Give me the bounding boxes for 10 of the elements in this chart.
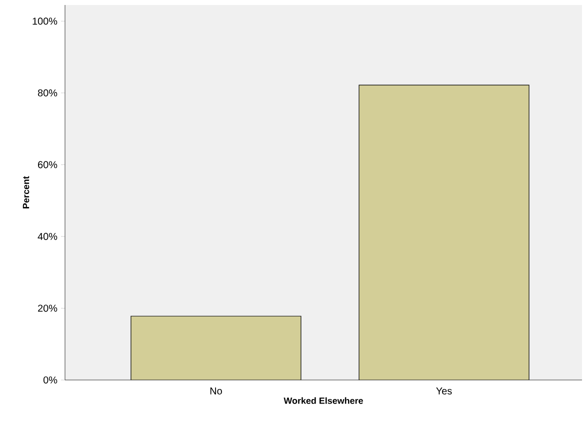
y-tick-label: 40% bbox=[38, 232, 58, 240]
x-tick-label: No bbox=[210, 388, 222, 394]
y-tick-label: 60% bbox=[38, 161, 58, 168]
x-tick-label: Yes bbox=[436, 388, 452, 394]
y-tick-label: 20% bbox=[38, 304, 58, 312]
y-tick-label: 100% bbox=[32, 18, 58, 25]
x-axis-title: Worked Elsewhere bbox=[284, 397, 363, 404]
y-tick-label: 80% bbox=[38, 89, 58, 96]
y-axis-title: Percent bbox=[22, 176, 30, 208]
y-tick-label: 0% bbox=[43, 376, 58, 384]
